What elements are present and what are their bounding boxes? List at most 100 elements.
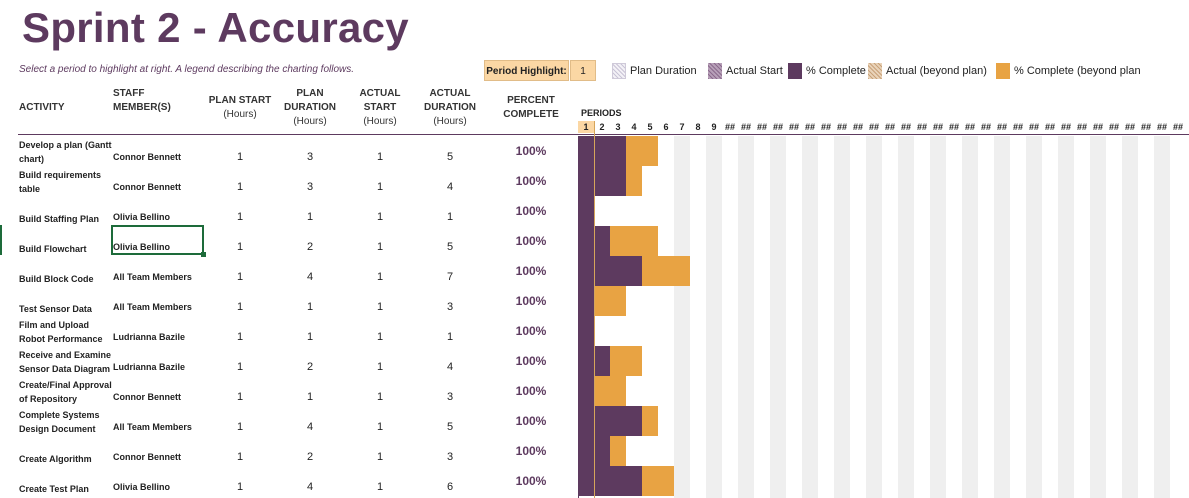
- fill-handle[interactable]: [201, 252, 206, 257]
- plan-duration-cell[interactable]: 2: [306, 361, 314, 373]
- percent-complete-cell[interactable]: 100%: [515, 144, 547, 158]
- plan-start-cell[interactable]: 1: [236, 151, 244, 163]
- activity-cell[interactable]: Develop a plan (Gantt chart): [19, 140, 112, 164]
- staff-cell[interactable]: Connor Bennett: [113, 392, 181, 402]
- activity-cell[interactable]: Create/Final Approval of Repository: [19, 380, 112, 404]
- plan-start-cell[interactable]: 1: [236, 361, 244, 373]
- actual-start-cell[interactable]: 1: [376, 151, 384, 163]
- activity-cell[interactable]: Build Block Code: [19, 274, 94, 284]
- actual-duration-cell[interactable]: 3: [446, 451, 454, 463]
- plan-duration-cell[interactable]: 1: [306, 301, 314, 313]
- actual-duration-cell[interactable]: 1: [446, 331, 454, 343]
- percent-complete-cell[interactable]: 100%: [515, 444, 547, 458]
- actual-start-cell[interactable]: 1: [376, 301, 384, 313]
- header-plan-duration-line-2: DURATION: [283, 102, 337, 113]
- percent-complete-cell[interactable]: 100%: [515, 174, 547, 188]
- actual-duration-cell[interactable]: 3: [446, 301, 454, 313]
- plan-duration-cell[interactable]: 1: [306, 391, 314, 403]
- percent-complete-cell[interactable]: 100%: [515, 474, 547, 488]
- percent-complete-cell[interactable]: 100%: [515, 264, 547, 278]
- actual-duration-cell[interactable]: 1: [446, 211, 454, 223]
- plan-duration-cell[interactable]: 4: [306, 421, 314, 433]
- plan-start-cell[interactable]: 1: [236, 241, 244, 253]
- activity-cell[interactable]: Build requirements table: [19, 170, 102, 194]
- actual-start-cell[interactable]: 1: [376, 241, 384, 253]
- plan-duration-cell[interactable]: 2: [306, 451, 314, 463]
- actual-start-cell[interactable]: 1: [376, 181, 384, 193]
- staff-cell[interactable]: Ludrianna Bazile: [113, 362, 186, 372]
- period-label: ##: [868, 122, 879, 132]
- percent-complete-cell[interactable]: 100%: [515, 354, 547, 368]
- selected-cell[interactable]: [111, 225, 204, 255]
- task-row: Build requirements table Connor Bennett 1 3…: [0, 166, 1189, 196]
- percent-complete-cell[interactable]: 100%: [515, 414, 547, 428]
- period-label: ##: [820, 122, 831, 132]
- actual-start-cell[interactable]: 1: [376, 391, 384, 403]
- staff-cell[interactable]: All Team Members: [113, 422, 192, 432]
- plan-start-cell[interactable]: 1: [236, 181, 244, 193]
- actual-start-cell[interactable]: 1: [376, 361, 384, 373]
- activity-cell[interactable]: Create Test Plan: [19, 484, 89, 494]
- actual-duration-cell[interactable]: 5: [446, 151, 454, 163]
- plan-start-cell[interactable]: 1: [236, 421, 244, 433]
- percent-complete-cell[interactable]: 100%: [515, 204, 547, 218]
- header-staff-line-1: STAFF: [113, 88, 145, 99]
- actual-duration-cell[interactable]: 5: [446, 241, 454, 253]
- plan-duration-cell[interactable]: 2: [306, 241, 314, 253]
- activity-cell[interactable]: Test Sensor Data: [19, 304, 92, 314]
- plan-duration-cell[interactable]: 3: [306, 181, 314, 193]
- actual-duration-cell[interactable]: 4: [446, 181, 454, 193]
- percent-complete-cell[interactable]: 100%: [515, 384, 547, 398]
- staff-cell[interactable]: Olivia Bellino: [113, 242, 171, 252]
- staff-cell[interactable]: Connor Bennett: [113, 152, 181, 162]
- plan-duration-cell[interactable]: 1: [306, 211, 314, 223]
- actual-start-cell[interactable]: 1: [376, 451, 384, 463]
- staff-cell[interactable]: Olivia Bellino: [113, 212, 171, 222]
- plan-start-cell[interactable]: 1: [236, 481, 244, 493]
- activity-cell[interactable]: Create Algorithm: [19, 454, 92, 464]
- actual-start-cell[interactable]: 1: [376, 271, 384, 283]
- plan-duration-cell[interactable]: 4: [306, 481, 314, 493]
- actual-start-cell[interactable]: 1: [376, 211, 384, 223]
- task-row: Develop a plan (Gantt chart) Connor Benne…: [0, 136, 1189, 166]
- header-plan-duration-line-1: PLAN: [296, 88, 324, 99]
- actual-duration-cell[interactable]: 5: [446, 421, 454, 433]
- actual-duration-cell[interactable]: 7: [446, 271, 454, 283]
- activity-cell[interactable]: Complete Systems Design Document: [19, 410, 100, 434]
- staff-cell[interactable]: Ludrianna Bazile: [113, 332, 186, 342]
- staff-cell[interactable]: All Team Members: [113, 302, 192, 312]
- plan-start-cell[interactable]: 1: [236, 271, 244, 283]
- period-label: ##: [836, 122, 847, 132]
- percent-complete-cell[interactable]: 100%: [515, 234, 547, 248]
- plan-start-cell[interactable]: 1: [236, 391, 244, 403]
- activity-cell[interactable]: Film and Upload Robot Performance: [19, 320, 103, 344]
- plan-duration-cell[interactable]: 4: [306, 271, 314, 283]
- bar-complete-beyond-plan: [626, 136, 658, 166]
- header-plan-start: PLAN START (Hours): [208, 94, 272, 122]
- activity-cell[interactable]: Build Staffing Plan: [19, 214, 99, 224]
- percent-complete-cell[interactable]: 100%: [515, 294, 547, 308]
- actual-start-cell[interactable]: 1: [376, 481, 384, 493]
- bar-complete-beyond-plan: [594, 376, 626, 406]
- plan-start-cell[interactable]: 1: [236, 301, 244, 313]
- staff-cell[interactable]: Connor Bennett: [113, 182, 181, 192]
- activity-cell[interactable]: Receive and Examine Sensor Data Diagram: [19, 350, 112, 374]
- plan-start-cell[interactable]: 1: [236, 451, 244, 463]
- actual-start-cell[interactable]: 1: [376, 421, 384, 433]
- plan-duration-cell[interactable]: 1: [306, 331, 314, 343]
- plan-duration-cell[interactable]: 3: [306, 151, 314, 163]
- staff-cell[interactable]: All Team Members: [113, 272, 192, 282]
- actual-start-cell[interactable]: 1: [376, 331, 384, 343]
- staff-cell[interactable]: Connor Bennett: [113, 452, 181, 462]
- percent-complete-cell[interactable]: 100%: [515, 324, 547, 338]
- bar-complete-beyond-plan: [594, 286, 626, 316]
- activity-cell[interactable]: Build Flowchart: [19, 244, 87, 254]
- actual-duration-cell[interactable]: 4: [446, 361, 454, 373]
- actual-duration-cell[interactable]: 6: [446, 481, 454, 493]
- actual-duration-cell[interactable]: 3: [446, 391, 454, 403]
- plan-start-cell[interactable]: 1: [236, 211, 244, 223]
- plan-start-cell[interactable]: 1: [236, 331, 244, 343]
- page-subtitle: Select a period to highlight at right. A…: [19, 64, 355, 75]
- staff-cell[interactable]: Olivia Bellino: [113, 482, 171, 492]
- period-highlight-input[interactable]: 1: [570, 60, 596, 81]
